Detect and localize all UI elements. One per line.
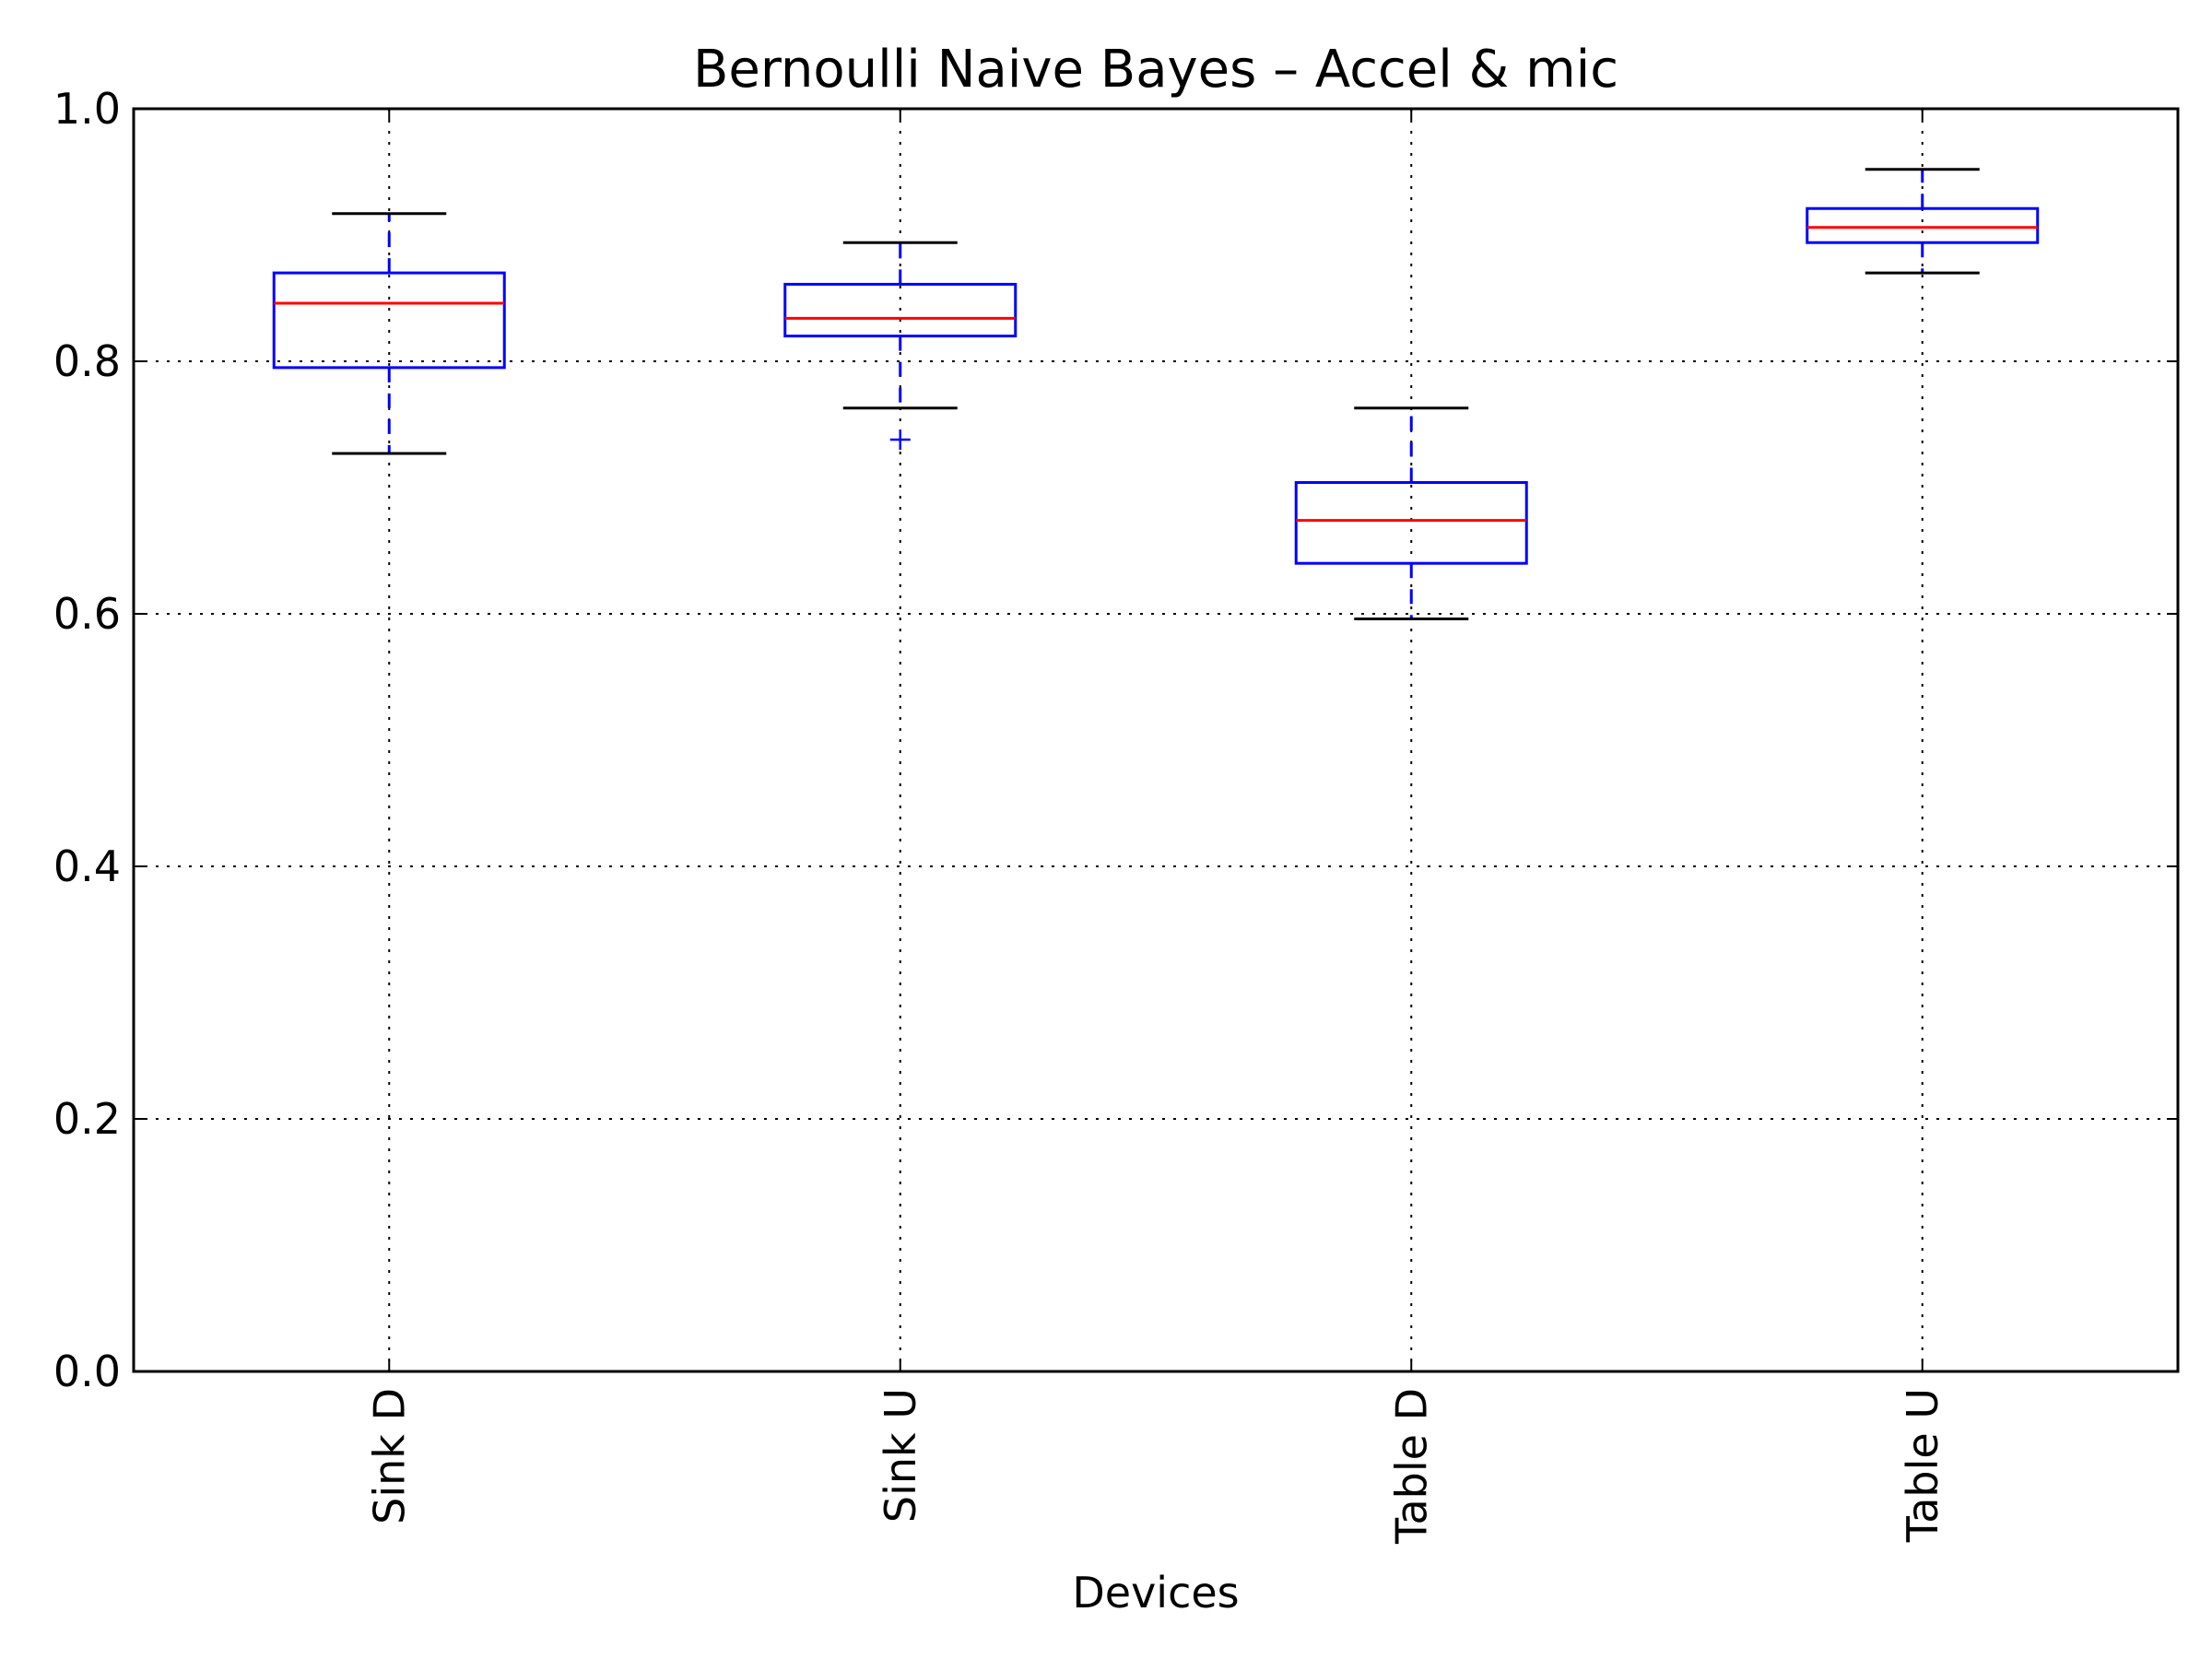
box-sink-u bbox=[783, 241, 1018, 450]
y-tick-label: 0.0 bbox=[53, 1347, 121, 1396]
x-tick-label: Table D bbox=[1386, 1388, 1436, 1545]
box-table-d bbox=[1294, 406, 1528, 620]
y-tick-label: 1.0 bbox=[53, 84, 121, 134]
grid bbox=[134, 109, 2178, 1371]
y-axis-ticks: 0.0 0.2 0.4 0.6 0.8 1.0 bbox=[53, 84, 2178, 1396]
x-axis-ticks: Sink D Sink U Table D Table U bbox=[364, 109, 1947, 1545]
chart-title: Bernoulli Naive Bayes – Accel & mic bbox=[693, 40, 1618, 100]
y-tick-label: 0.2 bbox=[53, 1094, 121, 1144]
box-iqr bbox=[783, 282, 1018, 338]
y-tick-label: 0.6 bbox=[53, 589, 121, 639]
y-tick-label: 0.8 bbox=[53, 336, 121, 386]
box-iqr bbox=[1806, 206, 2040, 244]
plot-marks bbox=[272, 168, 2040, 620]
box-sink-d bbox=[272, 212, 506, 455]
x-tick-label: Sink D bbox=[364, 1388, 414, 1524]
box-iqr bbox=[1294, 481, 1528, 565]
box-table-u bbox=[1806, 168, 2040, 275]
x-tick-label: Table U bbox=[1898, 1388, 1947, 1543]
outlier-marker bbox=[889, 429, 911, 450]
x-tick-label: Sink U bbox=[876, 1388, 925, 1523]
y-tick-label: 0.4 bbox=[53, 841, 121, 891]
x-axis-label: Devices bbox=[1072, 1568, 1239, 1618]
box-iqr bbox=[272, 271, 506, 370]
plot-frame bbox=[132, 107, 2180, 1373]
